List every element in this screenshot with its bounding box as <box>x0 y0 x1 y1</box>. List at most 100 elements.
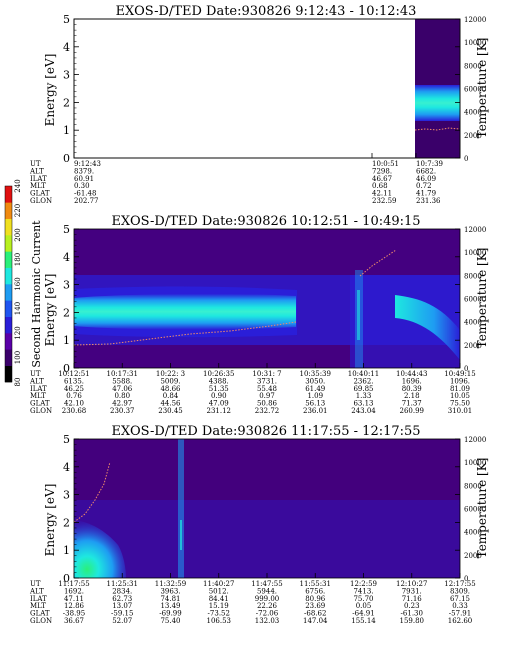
colorbar-segment <box>5 186 12 203</box>
y2tick-label: 8000 <box>464 272 482 280</box>
ephemeris-cell: 22.26 <box>257 602 278 610</box>
colorbar-segment <box>5 349 12 366</box>
colorbar-segment <box>5 284 12 301</box>
ephemeris-cell: 230.37 <box>110 407 135 415</box>
ephemeris-row-label: MLT <box>30 392 46 400</box>
ephemeris-cell: 84.41 <box>209 595 229 603</box>
ephemeris-cell: 10:12:51 <box>58 370 89 378</box>
panel-1-plot <box>73 18 461 159</box>
ephemeris-cell: 5009. <box>160 377 180 385</box>
y2tick-label: 4000 <box>464 319 482 327</box>
colorbar-segment <box>5 251 12 268</box>
ephemeris-cell: 11:40:27 <box>203 580 234 588</box>
ephemeris-cell: 0.80 <box>114 392 130 400</box>
colorbar-segment <box>5 202 12 219</box>
ephemeris-cell: 8309. <box>450 587 470 595</box>
colorbar-tick-label: 100 <box>14 351 22 364</box>
ephemeris-cell: 3050. <box>305 377 325 385</box>
ephemeris-cell: 232.72 <box>255 407 280 415</box>
ephemeris-cell: 11:47:55 <box>251 580 282 588</box>
panel-3-y2ticks: 0 2000 4000 6000 8000 10000 12000 <box>464 436 486 583</box>
colorbar-segment <box>5 333 12 350</box>
panel-2-sc-potential-line <box>73 321 297 346</box>
ephemeris-row-label: GLON <box>30 197 52 205</box>
ephemeris-cell: 3963. <box>160 587 180 595</box>
ytick-label: 4 <box>63 251 70 264</box>
y2tick-label: 12000 <box>464 436 486 444</box>
panel-3-background <box>74 439 460 578</box>
ephemeris-cell: 23.69 <box>305 602 325 610</box>
ephemeris-cell: 10:44:43 <box>396 370 427 378</box>
ytick-label: 1 <box>63 334 70 347</box>
ephemeris-cell: -72.06 <box>256 610 279 618</box>
ephemeris-row-label: ILAT <box>30 385 47 393</box>
ephemeris-cell: 47.09 <box>209 400 229 408</box>
ephemeris-cell: 12.86 <box>64 602 85 610</box>
ephemeris-cell: 75.50 <box>450 400 470 408</box>
ephemeris-cell: 230.45 <box>158 407 183 415</box>
panel-3-yticks: 0 1 2 3 4 5 <box>63 433 460 585</box>
ephemeris-cell: 162.60 <box>448 617 473 625</box>
ephemeris-cell: 42.10 <box>64 400 84 408</box>
ephemeris-cell: -69.99 <box>159 610 181 618</box>
panel-3-ylabel: Energy [eV] <box>43 484 57 557</box>
y2tick-label: 0 <box>464 365 468 373</box>
panel-3-y2label: Temperature [K] <box>475 458 489 559</box>
panel-1-sc-potential-line <box>414 127 460 131</box>
ephemeris-row-label: GLON <box>30 407 52 415</box>
ephemeris-cell: 230.68 <box>62 407 87 415</box>
ephemeris-cell: -61.30 <box>401 610 423 618</box>
ephemeris-cell: 42.11 <box>372 190 392 198</box>
ephemeris-cell: 15.19 <box>209 602 229 610</box>
colorbar-tick-label: 120 <box>14 326 22 339</box>
ephemeris-cell: 48.66 <box>160 385 181 393</box>
ytick-label: 4 <box>63 41 70 54</box>
ephemeris-cell: 10:31: 7 <box>252 370 281 378</box>
ytick-label: 3 <box>63 489 70 502</box>
panel-2-energy-band-tail <box>395 295 460 360</box>
ephemeris-cell: 2834. <box>112 587 132 595</box>
ephemeris-cell: 10:40:11 <box>348 370 379 378</box>
ephemeris-cell: 6756. <box>305 587 325 595</box>
ytick-label: 4 <box>63 461 70 474</box>
ytick-label: 0 <box>63 362 70 375</box>
ephemeris-cell: 69.85 <box>353 385 373 393</box>
panel-1-yticks: 0 1 2 3 4 5 <box>63 13 460 165</box>
ephemeris-cell: 260.99 <box>400 407 425 415</box>
ephemeris-cell: 0.90 <box>211 392 227 400</box>
panel-1-y2label: Temperature [K] <box>475 38 489 139</box>
panel-2-energy-band <box>74 293 296 330</box>
ephemeris-cell: 55.48 <box>257 385 277 393</box>
ephemeris-cell: 0.76 <box>66 392 82 400</box>
ephemeris-cell: 9:12:43 <box>74 160 101 168</box>
ephemeris-cell: 0.33 <box>452 602 468 610</box>
ephemeris-cell: 46.09 <box>416 175 436 183</box>
ephemeris-cell: 5944. <box>257 587 277 595</box>
ephemeris-cell: 41.79 <box>416 190 436 198</box>
ephemeris-cell: 232.59 <box>372 197 397 205</box>
colorbar-tick-label: 240 <box>14 179 22 192</box>
ephemeris-cell: -57.91 <box>449 610 471 618</box>
panel-3-plot <box>73 438 461 579</box>
ephemeris-cell: 7298. <box>372 167 392 175</box>
ephemeris-cell: 50.86 <box>257 400 278 408</box>
ytick-label: 1 <box>63 544 70 557</box>
y2tick-label: 6000 <box>464 86 482 94</box>
ephemeris-cell: 10:7:39 <box>416 160 443 168</box>
colorbar-segment <box>5 267 12 285</box>
colorbar-tick-label: 80 <box>14 378 22 387</box>
panel-2-title: EXOS-D/TED Date:930826 10:12:51 - 10:49:… <box>111 214 420 229</box>
panel-2-plot <box>73 228 461 369</box>
panel-2-yticks: 0 1 2 3 4 5 <box>63 223 460 375</box>
ephemeris-cell: 12:10:27 <box>396 580 427 588</box>
ephemeris-row-label: UT <box>30 580 41 588</box>
ephemeris-cell: 42.97 <box>112 400 132 408</box>
ephemeris-cell: 51.35 <box>209 385 229 393</box>
ephemeris-cell: 3731. <box>257 377 277 385</box>
y2tick-label: 10000 <box>464 249 486 257</box>
panel-3: EXOS-D/TED Date:930826 11:17:55 - 12:17:… <box>29 424 489 625</box>
ephemeris-cell: 155.14 <box>351 617 376 625</box>
colorbar-segment <box>5 218 12 236</box>
ephemeris-cell: 0.97 <box>259 392 275 400</box>
